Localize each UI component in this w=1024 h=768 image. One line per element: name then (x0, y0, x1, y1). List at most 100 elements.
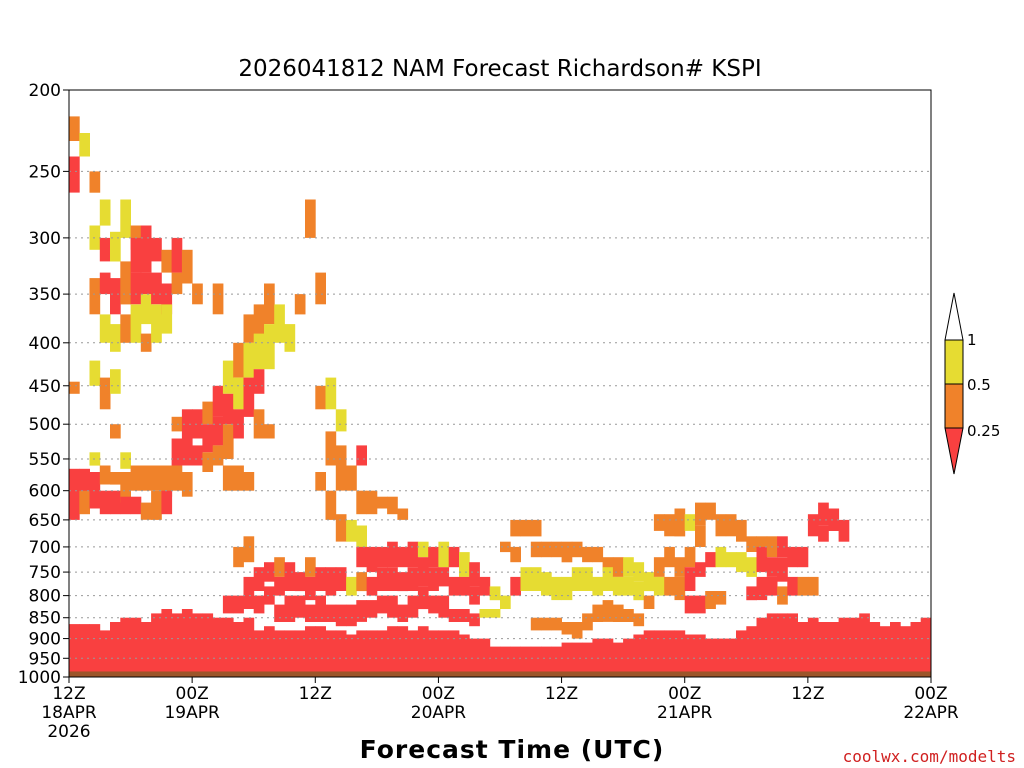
heatmap-cell (633, 562, 645, 582)
heatmap-cell (582, 613, 593, 631)
heatmap-cell (736, 519, 747, 542)
heatmap-cell (448, 546, 460, 568)
heatmap-cell (335, 567, 347, 591)
heatmap-cell (356, 546, 367, 568)
heatmap-cell (89, 624, 101, 677)
heatmap-cell (777, 613, 788, 677)
y-tick-label: 500 (29, 415, 61, 435)
heatmap-cell (222, 465, 234, 491)
heatmap-cell (79, 468, 90, 509)
heatmap-cell (541, 646, 552, 677)
heatmap-cell (305, 576, 316, 601)
heatmap-cell (274, 557, 285, 577)
heatmap-cell (130, 617, 142, 677)
y-tick-label: 450 (29, 377, 61, 397)
heatmap-cell (110, 424, 121, 439)
heatmap-cell (335, 630, 347, 677)
heatmap-cell (79, 133, 90, 157)
heatmap-cell (212, 283, 224, 315)
heatmap-cell (264, 586, 275, 605)
heatmap-cell (530, 646, 542, 677)
heatmap-cell (264, 562, 275, 582)
heatmap-cell (315, 567, 326, 591)
colorbar-label: 0.5 (967, 376, 991, 394)
heatmap-cell (438, 595, 450, 618)
heatmap-cell (766, 557, 778, 577)
heatmap-cell (202, 613, 214, 677)
heatmap-cell (110, 324, 121, 352)
heatmap-cell (695, 525, 706, 547)
heatmap-cell (305, 626, 316, 677)
heatmap-cell (859, 613, 870, 677)
heatmap-cell (120, 261, 131, 305)
heatmap-cell (212, 617, 224, 677)
heatmap-cell (746, 536, 757, 552)
heatmap-cell (233, 622, 244, 677)
heatmap-cell (664, 576, 675, 596)
heatmap-cell (489, 646, 501, 677)
heatmap-cell (592, 576, 604, 596)
heatmap-cell (284, 595, 296, 622)
heatmap-cell (438, 567, 450, 587)
heatmap-cell (612, 642, 624, 677)
heatmap-cell (766, 576, 778, 596)
heatmap-cell (366, 490, 378, 515)
heatmap-cell (140, 622, 152, 677)
heatmap-cell (633, 581, 645, 601)
heatmap-cell (541, 541, 552, 558)
heatmap-cell (602, 638, 614, 677)
heatmap-cell (243, 342, 255, 378)
heatmap-cell (500, 541, 511, 553)
heatmap-cell (787, 546, 798, 568)
heatmap-cell (653, 630, 665, 677)
heatmap-cell (510, 546, 521, 563)
x-tick-label: 21APR (657, 703, 713, 723)
heatmap-cell (99, 314, 111, 343)
heatmap-cell (387, 567, 398, 591)
heatmap-cell (99, 199, 111, 226)
heatmap-cell (500, 646, 511, 677)
heatmap-cell (233, 546, 244, 568)
heatmap-cell (346, 465, 357, 491)
y-tick-label: 200 (29, 81, 61, 101)
y-tick-label: 550 (29, 450, 61, 470)
heatmap-cell (653, 514, 665, 531)
heatmap-cell (582, 567, 593, 591)
heatmap-cell (397, 572, 409, 592)
heatmap-cell (151, 237, 162, 262)
heatmap-cell (807, 576, 819, 596)
heatmap-cell (407, 595, 419, 618)
heatmap-cell (623, 576, 634, 596)
y-tick-label: 850 (29, 609, 61, 629)
heatmap-cell (530, 519, 542, 537)
heatmap-cell (315, 626, 326, 677)
heatmap-cell (140, 333, 152, 352)
heatmap-cell (110, 278, 121, 315)
heatmap-cell (653, 557, 665, 577)
heatmap-cell (315, 595, 326, 622)
heatmap-cell (356, 572, 367, 592)
heatmap-cell (325, 567, 337, 596)
x-tick-label: 12Z (791, 684, 824, 704)
heatmap-cell (151, 465, 162, 491)
heatmap-cell (294, 294, 306, 315)
heatmap-cell (253, 369, 265, 394)
heatmap-cell (376, 546, 388, 568)
colorbar-mid-bin (944, 383, 964, 429)
heatmap-cell (356, 445, 367, 466)
heatmap-cell (253, 630, 265, 677)
heatmap-cell (397, 626, 409, 677)
heatmap-cell (171, 416, 183, 432)
heatmap-cell (428, 546, 439, 568)
heatmap-cell (192, 409, 203, 439)
heatmap-cell (346, 604, 357, 627)
heatmap-cell (335, 445, 347, 491)
heatmap-cell (551, 576, 562, 601)
heatmap-cell (890, 622, 901, 677)
heatmap-cell (315, 385, 326, 410)
heatmap-cell (192, 613, 203, 677)
heatmap-cell (192, 283, 203, 305)
heatmap-cell (171, 438, 183, 466)
heatmap-cell (797, 576, 809, 596)
heatmap-cell (253, 595, 265, 614)
